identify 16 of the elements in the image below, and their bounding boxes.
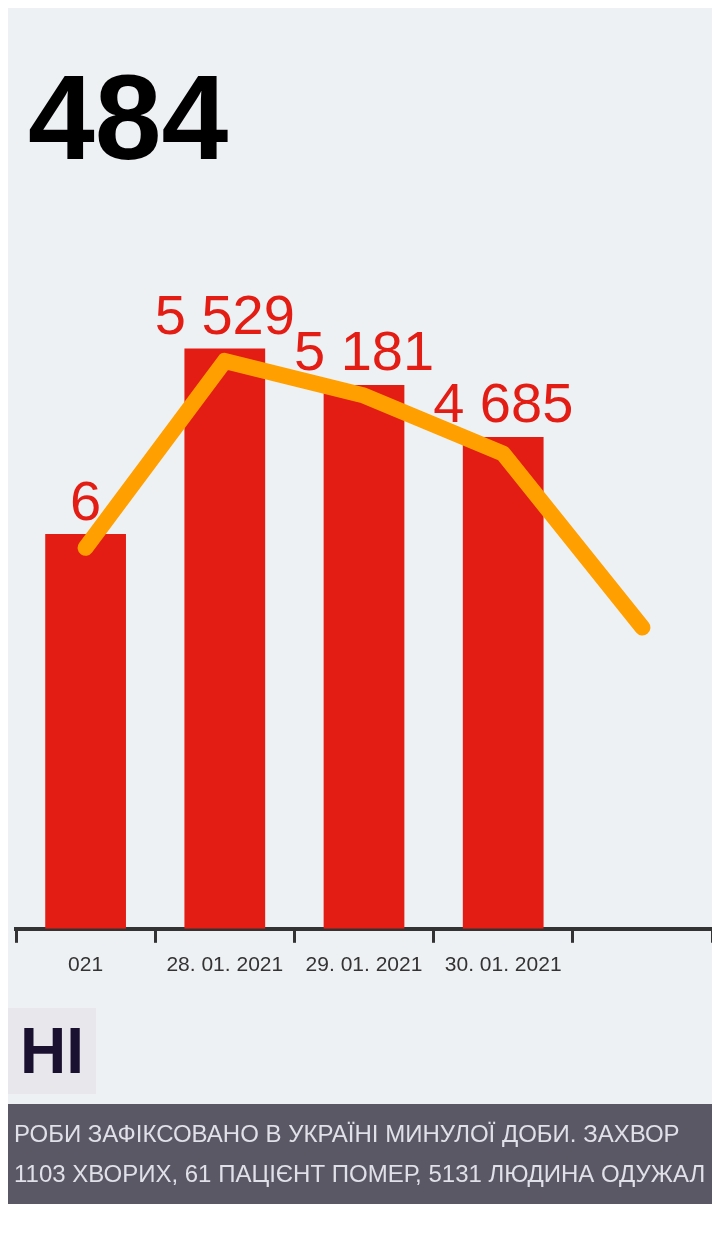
- data-label: 5 529: [154, 282, 295, 346]
- bar: [323, 384, 405, 929]
- data-label: 5 181: [293, 319, 435, 383]
- x-tick-label: 29. 01. 2021: [305, 952, 423, 976]
- bar: [462, 437, 544, 929]
- x-tick-label: 30. 01. 2021: [444, 952, 562, 976]
- bar: [184, 348, 266, 929]
- x-tick-label: 021: [68, 952, 104, 976]
- data-label: 4 685: [433, 371, 574, 435]
- annotation: 6: [70, 468, 102, 532]
- text: 1103 ХВОРИХ, 61 ПАЦІЄНТ ПОМЕР, 5131 ЛЮДИНА ОДУЖАЛ: [14, 1159, 706, 1189]
- x-tick-label: 28. 01. 2021: [166, 952, 284, 976]
- chart-title: 484: [27, 49, 230, 186]
- bar: [45, 534, 126, 929]
- text: РОБИ ЗАФІКСОВАНО В УКРАЇНІ МИНУЛОЇ ДОБИ. ЗАХВОР: [14, 1119, 681, 1149]
- text: НІ: [8, 1008, 96, 1094]
